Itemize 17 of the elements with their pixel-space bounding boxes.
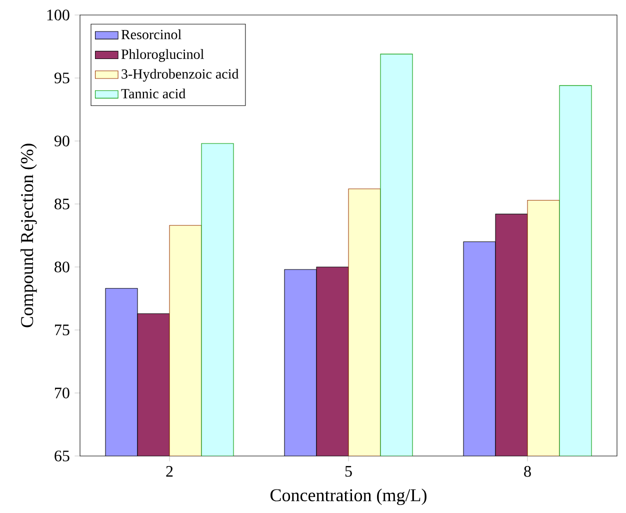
y-tick-label: 85 <box>54 198 70 210</box>
legend-label: Phloroglucinol <box>121 49 204 62</box>
x-tick-label: 8 <box>524 466 531 477</box>
y-axis-title: Compound Rejection (%) <box>20 144 37 328</box>
legend-label: 3-Hydrobenzoic acid <box>122 68 239 82</box>
y-tick-label: 95 <box>54 72 70 84</box>
y-tick-label: 70 <box>55 388 70 398</box>
y-tick-label: 90 <box>54 136 70 146</box>
y-tick-label: 80 <box>54 262 70 272</box>
x-axis-title: Concentration (mg/L) <box>270 488 426 506</box>
y-tick-label: 65 <box>54 450 70 462</box>
y-tick-label: 100 <box>47 10 70 20</box>
legend-label: Resorcinol <box>121 29 182 40</box>
x-tick-label: 5 <box>345 466 352 477</box>
y-tick-label: 75 <box>55 324 70 336</box>
legend-label: Tannic acid <box>121 88 186 98</box>
x-tick-label: 2 <box>166 466 173 477</box>
